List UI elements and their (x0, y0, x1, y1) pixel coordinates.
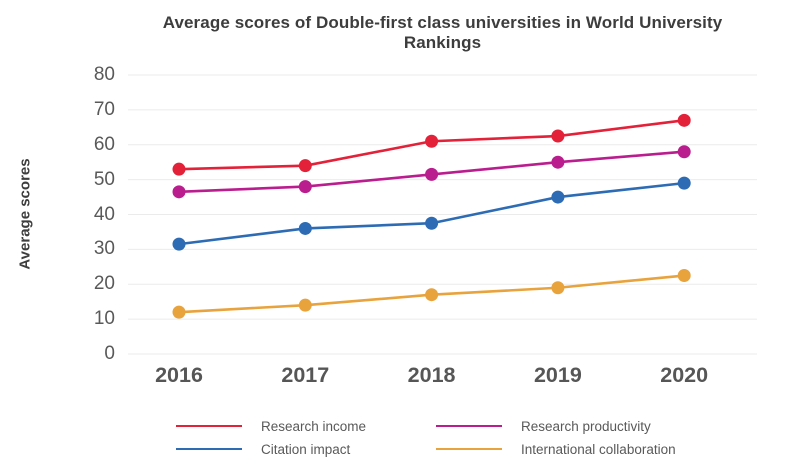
data-point-citation-impact-2016 (172, 237, 186, 251)
y-tick-label: 80 (93, 64, 115, 85)
y-tick-label: 0 (104, 343, 115, 364)
data-point-research-income-2019 (551, 129, 565, 143)
legend-label: International collaboration (521, 441, 676, 457)
legend-item-citation-impact: Citation impact (176, 440, 436, 458)
legend-line-swatch (176, 425, 242, 427)
data-point-research-productivity-2018 (425, 167, 439, 181)
legend-label: Research productivity (521, 418, 651, 434)
series-line-citation-impact (178, 181, 685, 246)
x-tick-label-2020: 2020 (660, 363, 709, 387)
data-point-citation-impact-2019 (551, 190, 565, 204)
legend-line-swatch (436, 425, 502, 427)
x-tick-label-2016: 2016 (155, 363, 203, 387)
data-point-citation-impact-2017 (298, 221, 312, 235)
chart-title: Average scores of Double-first class uni… (162, 13, 723, 52)
data-point-international-collaboration-2019 (551, 281, 565, 295)
data-point-international-collaboration-2018 (425, 288, 439, 302)
y-axis-title: Average scores (16, 158, 34, 270)
legend: Research income Research productivity Cita… (176, 417, 676, 458)
y-tick-label: 20 (93, 273, 115, 295)
data-point-research-income-2018 (425, 134, 439, 148)
data-point-research-income-2016 (172, 162, 186, 176)
line-chart-canvas (128, 74, 757, 355)
data-point-citation-impact-2020 (677, 176, 691, 190)
y-tick-label: 50 (93, 168, 115, 190)
legend-item-international-collaboration: International collaboration (436, 440, 676, 458)
data-point-international-collaboration-2017 (298, 298, 312, 312)
y-tick-label: 10 (93, 308, 115, 330)
x-tick-label-2017: 2017 (281, 363, 330, 387)
legend-label: Citation impact (261, 441, 351, 457)
y-tick-label: 70 (93, 98, 115, 120)
data-point-research-productivity-2017 (298, 180, 312, 194)
y-tick-label: 40 (93, 203, 115, 225)
legend-item-research-income: Research income (176, 417, 436, 435)
data-point-research-productivity-2020 (677, 145, 691, 159)
data-point-research-productivity-2016 (172, 185, 186, 199)
data-point-research-income-2017 (298, 159, 312, 173)
data-point-citation-impact-2018 (425, 216, 439, 230)
y-tick-label: 30 (93, 238, 115, 260)
x-tick-label-2019: 2019 (533, 363, 582, 387)
data-point-international-collaboration-2020 (677, 269, 691, 283)
data-point-international-collaboration-2016 (172, 305, 186, 319)
y-tick-label: 60 (93, 133, 115, 155)
x-tick-label-2018: 2018 (407, 363, 456, 387)
legend-item-research-productivity: Research productivity (436, 417, 676, 435)
legend-label: Research income (261, 418, 367, 434)
legend-line-swatch (176, 448, 242, 450)
data-point-research-productivity-2019 (551, 155, 565, 169)
data-point-research-income-2020 (677, 113, 691, 127)
legend-line-swatch (436, 448, 502, 450)
